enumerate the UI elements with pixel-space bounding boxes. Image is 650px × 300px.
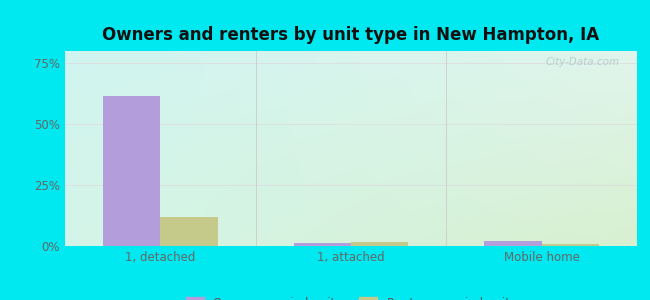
Bar (294, 243, 351, 246)
Bar (103, 96, 161, 246)
Bar (161, 217, 218, 246)
Bar (351, 242, 408, 246)
Bar (484, 241, 541, 246)
Text: City-Data.com: City-Data.com (546, 57, 620, 67)
Bar (541, 244, 599, 246)
Legend: Owner occupied units, Renter occupied units: Owner occupied units, Renter occupied un… (180, 291, 522, 300)
Title: Owners and renters by unit type in New Hampton, IA: Owners and renters by unit type in New H… (103, 26, 599, 44)
